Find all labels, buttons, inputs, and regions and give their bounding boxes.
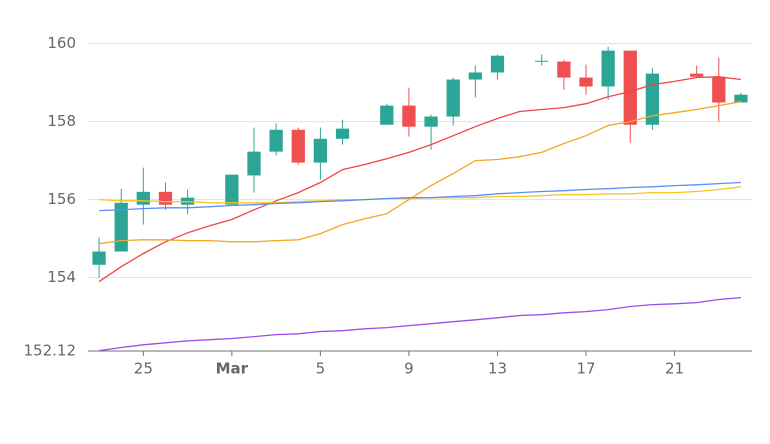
- candle-body: [690, 73, 704, 77]
- candle-body: [579, 77, 593, 87]
- ma-line: [99, 101, 742, 245]
- candle-body: [136, 191, 150, 205]
- candle-body: [490, 55, 505, 73]
- y-tick-label: 152.12: [24, 342, 77, 360]
- ma-line: [98, 76, 741, 283]
- x-tick-label: 9: [404, 360, 414, 378]
- x-tick-label: 21: [665, 360, 684, 378]
- candle-body: [247, 151, 261, 176]
- candle-body: [158, 191, 173, 205]
- y-tick-label: 154: [47, 268, 76, 286]
- candle-body: [424, 116, 438, 127]
- x-tick-label: 17: [576, 360, 595, 378]
- x-tick-label: 25: [134, 360, 153, 378]
- candle-body: [269, 129, 283, 152]
- candle-body: [535, 60, 549, 62]
- candle-body: [734, 94, 748, 103]
- x-tick-label: 13: [488, 360, 507, 378]
- ma-line: [99, 181, 741, 212]
- candle-body: [557, 61, 571, 78]
- candle-body: [225, 174, 239, 205]
- candle-body: [114, 202, 128, 252]
- candle-body: [712, 76, 726, 103]
- x-tick-label: 5: [316, 360, 326, 378]
- candle-body: [446, 79, 460, 117]
- ma-line: [99, 186, 741, 204]
- ma-line: [99, 296, 741, 352]
- candle-body: [402, 105, 416, 127]
- candle-body: [601, 50, 615, 87]
- x-tick-label: Mar: [216, 360, 249, 378]
- candle-body: [335, 128, 350, 139]
- candle-body: [623, 50, 637, 125]
- candle-body: [468, 72, 482, 80]
- candle-body: [313, 138, 328, 163]
- y-tick-label: 160: [47, 34, 76, 52]
- candle-body: [92, 251, 106, 265]
- y-tick-label: 156: [47, 190, 76, 208]
- y-tick-label: 158: [47, 112, 76, 130]
- candle-body: [645, 73, 660, 125]
- candle-body: [380, 105, 394, 125]
- candle-body: [291, 129, 305, 163]
